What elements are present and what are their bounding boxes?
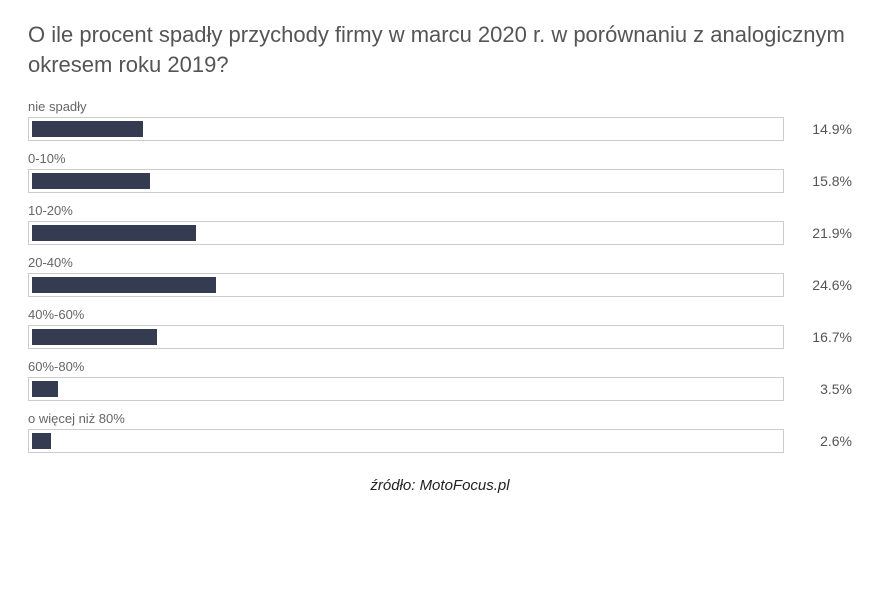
bar-fill [32, 121, 143, 137]
bar-row: 16.7% [28, 325, 852, 349]
bar-row: 2.6% [28, 429, 852, 453]
bar-value: 16.7% [796, 329, 852, 345]
bar-label: nie spadły [28, 99, 852, 114]
bar-value: 2.6% [796, 433, 852, 449]
bar-track [28, 169, 784, 193]
bar-label: o więcej niż 80% [28, 411, 852, 426]
bar-row: 24.6% [28, 273, 852, 297]
bar-fill [32, 225, 196, 241]
bar-value: 24.6% [796, 277, 852, 293]
chart-title: O ile procent spadły przychody firmy w m… [28, 20, 852, 79]
bar-value: 15.8% [796, 173, 852, 189]
bar-track [28, 429, 784, 453]
bar-track [28, 377, 784, 401]
bar-chart: nie spadły 14.9% 0-10% 15.8% 10-20% 21.9… [28, 93, 852, 457]
bar-fill [32, 433, 51, 449]
bar-label: 60%-80% [28, 359, 852, 374]
bar-track [28, 117, 784, 141]
bar-label: 40%-60% [28, 307, 852, 322]
bar-label: 10-20% [28, 203, 852, 218]
bar-value: 3.5% [796, 381, 852, 397]
bar-track [28, 221, 784, 245]
bar-row: 21.9% [28, 221, 852, 245]
bar-fill [32, 381, 58, 397]
bar-label: 0-10% [28, 151, 852, 166]
bar-label: 20-40% [28, 255, 852, 270]
bar-value: 14.9% [796, 121, 852, 137]
bar-row: 3.5% [28, 377, 852, 401]
bar-track [28, 325, 784, 349]
bar-row: 14.9% [28, 117, 852, 141]
bar-row: 15.8% [28, 169, 852, 193]
bar-fill [32, 329, 157, 345]
bar-fill [32, 277, 216, 293]
bar-value: 21.9% [796, 225, 852, 241]
bar-track [28, 273, 784, 297]
source-caption: źródło: MotoFocus.pl [28, 477, 852, 494]
bar-fill [32, 173, 150, 189]
